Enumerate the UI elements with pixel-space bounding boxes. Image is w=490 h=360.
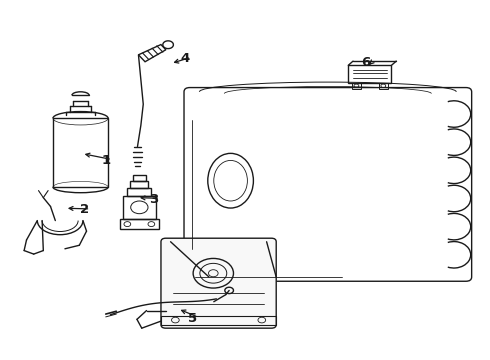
Text: 5: 5 xyxy=(188,312,197,325)
Text: 6: 6 xyxy=(362,57,371,69)
Text: 3: 3 xyxy=(149,193,159,206)
Bar xyxy=(53,118,108,187)
Text: 2: 2 xyxy=(80,203,89,216)
Bar xyxy=(352,83,361,89)
Bar xyxy=(120,219,159,229)
Bar xyxy=(161,316,276,325)
Text: 1: 1 xyxy=(101,154,111,167)
Bar xyxy=(122,196,156,219)
FancyBboxPatch shape xyxy=(161,238,276,328)
Bar xyxy=(133,175,146,181)
Bar xyxy=(348,66,392,83)
Bar xyxy=(130,181,148,188)
Text: 4: 4 xyxy=(180,52,190,65)
Bar xyxy=(127,188,151,196)
Bar xyxy=(379,83,388,89)
